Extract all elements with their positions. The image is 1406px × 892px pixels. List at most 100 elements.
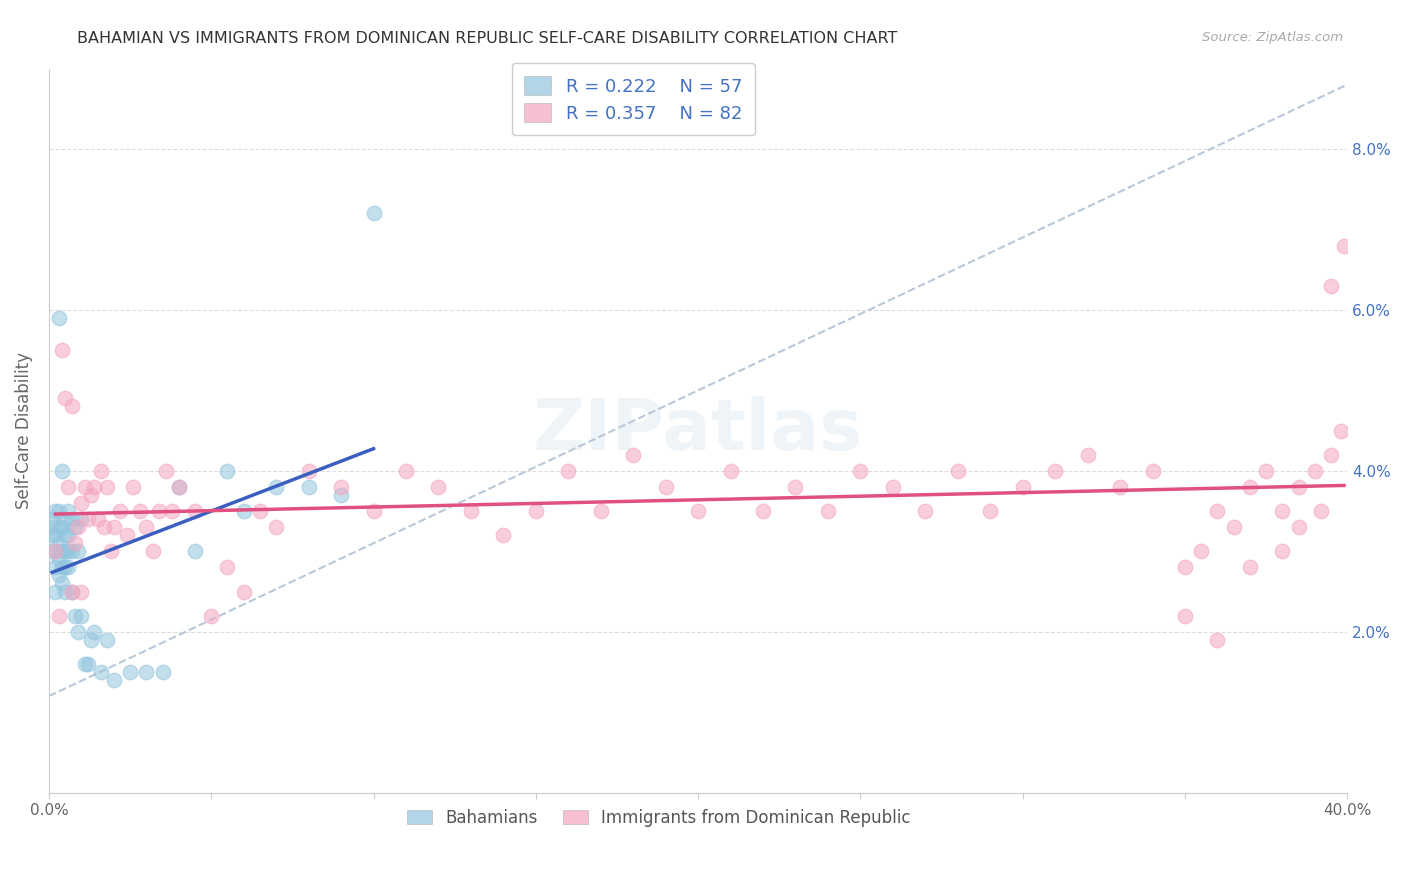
Point [148,504,170,518]
Point [330,488,353,502]
Point [51,560,73,574]
Point [60,400,83,414]
Point [60,544,83,558]
Point [120,665,142,679]
Point [44,560,66,574]
Point [1320,448,1343,462]
Point [58,480,80,494]
Point [167,480,190,494]
Point [48,608,70,623]
Point [44,544,66,558]
Point [1239,560,1261,574]
Point [93,520,115,534]
Point [41,512,63,526]
Point [48,536,70,550]
Point [53,560,76,574]
Point [96,480,118,494]
Point [51,464,73,478]
Point [83,624,105,639]
Point [1174,560,1197,574]
Point [73,480,96,494]
Point [48,504,70,518]
Point [363,504,385,518]
Point [67,520,90,534]
Point [1256,464,1278,478]
Point [688,504,710,518]
Point [1011,480,1033,494]
Point [60,584,83,599]
Point [979,504,1001,518]
Point [53,392,76,406]
Point [162,504,184,518]
Point [752,504,775,518]
Point [73,657,96,671]
Point [128,504,150,518]
Point [1206,632,1229,647]
Point [70,584,93,599]
Point [67,544,90,558]
Point [1043,464,1066,478]
Point [100,544,122,558]
Point [53,584,76,599]
Point [849,464,872,478]
Point [882,480,904,494]
Point [86,512,108,526]
Point [184,544,207,558]
Point [110,504,132,518]
Point [80,632,103,647]
Point [557,464,579,478]
Point [621,448,644,462]
Point [184,504,207,518]
Point [70,512,93,526]
Point [720,464,742,478]
Point [1271,544,1294,558]
Point [1288,480,1310,494]
Point [492,528,515,542]
Point [217,560,239,574]
Point [1320,278,1343,293]
Point [654,480,676,494]
Point [44,584,66,599]
Point [103,520,125,534]
Point [200,608,222,623]
Point [63,536,86,550]
Point [330,480,353,494]
Point [264,520,287,534]
Point [122,480,145,494]
Point [41,528,63,542]
Point [48,568,70,582]
Point [264,480,287,494]
Point [44,504,66,518]
Point [58,560,80,574]
Point [524,504,547,518]
Y-axis label: Self-Care Disability: Self-Care Disability [15,352,32,509]
Point [77,657,100,671]
Point [817,504,839,518]
Point [232,584,254,599]
Point [51,544,73,558]
Point [60,512,83,526]
Point [395,464,418,478]
Point [44,528,66,542]
Point [60,584,83,599]
Legend: Bahamians, Immigrants from Dominican Republic: Bahamians, Immigrants from Dominican Rep… [399,800,920,835]
Point [48,552,70,566]
Point [1206,504,1229,518]
Point [48,520,70,534]
Point [70,496,93,510]
Point [70,608,93,623]
Point [232,504,254,518]
Point [1174,608,1197,623]
Point [217,464,239,478]
Point [1271,504,1294,518]
Point [135,520,157,534]
Point [51,343,73,358]
Point [80,488,103,502]
Point [249,504,271,518]
Point [53,544,76,558]
Text: BAHAMIAN VS IMMIGRANTS FROM DOMINICAN REPUBLIC SELF-CARE DISABILITY CORRELATION : BAHAMIAN VS IMMIGRANTS FROM DOMINICAN RE… [77,31,897,46]
Point [58,544,80,558]
Point [58,528,80,542]
Point [1310,504,1333,518]
Point [67,624,90,639]
